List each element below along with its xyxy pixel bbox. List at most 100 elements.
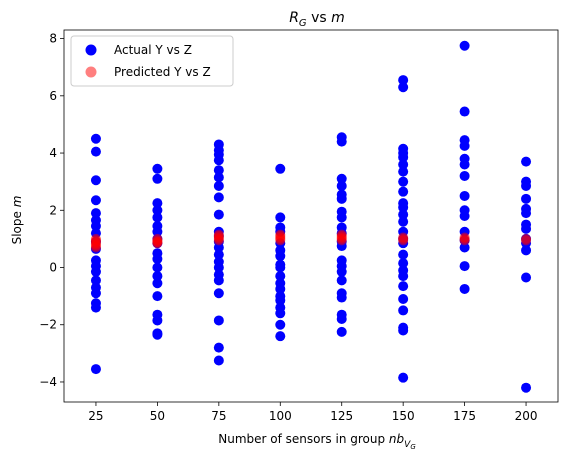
actual-point [152,212,163,223]
actual-point [90,208,101,219]
actual-point [459,159,470,170]
x-tick-label: 75 [211,409,226,423]
actual-point [521,180,532,191]
actual-point [336,326,347,337]
y-tick-label: 0 [49,261,57,275]
actual-point [152,262,163,273]
actual-point [398,281,409,292]
actual-point [336,193,347,204]
actual-point [521,208,532,219]
actual-point [398,186,409,197]
actual-point [90,221,101,232]
legend-label-actual: Actual Y vs Z [114,43,192,57]
actual-point [398,176,409,187]
actual-point [336,314,347,325]
legend-label-predicted: Predicted Y vs Z [114,65,211,79]
predicted-point [398,235,409,246]
actual-point [459,106,470,117]
actual-point [275,283,286,294]
actual-point [521,245,532,256]
legend-marker-actual [85,44,97,56]
actual-point [213,209,224,220]
actual-point [398,152,409,163]
actual-point [521,382,532,393]
actual-point [152,315,163,326]
actual-point [459,40,470,51]
actual-point [275,271,286,282]
actual-point [459,170,470,181]
actual-point [213,355,224,366]
y-tick-label: −2 [39,318,57,332]
actual-point [398,258,409,269]
actual-point [213,165,224,176]
actual-point [213,249,224,260]
x-tick-label: 175 [453,409,476,423]
legend: Actual Y vs Z Predicted Y vs Z [70,35,234,87]
actual-point [459,211,470,221]
y-tick-label: −4 [39,375,57,389]
actual-point [398,325,409,336]
x-tick-label: 50 [150,409,165,423]
actual-point [275,212,286,223]
actual-point [90,146,101,157]
actual-point [152,205,163,216]
y-tick-label: 4 [49,146,57,160]
actual-point [152,226,163,237]
actual-point [213,342,224,353]
actual-point [213,315,224,326]
actual-point [152,163,163,174]
actual-point [213,288,224,299]
y-tick-label: 8 [49,32,57,46]
actual-point [152,253,163,264]
series-predicted [90,229,532,253]
actual-point [90,195,101,206]
y-tick-label: 6 [49,89,57,103]
actual-point [213,275,224,286]
predicted-point [521,235,532,246]
actual-point [398,82,409,93]
predicted-point [90,242,101,253]
actual-point [90,288,101,299]
actual-point [90,133,101,144]
actual-point [152,271,163,282]
actual-point [398,159,409,170]
actual-point [152,291,163,302]
actual-point [459,140,470,151]
actual-point [521,223,532,234]
actual-point [336,136,347,147]
axis-ticks: 25 50 75 100 125 150 175 200 −4 −2 0 2 4 6 8 [39,32,537,423]
actual-point [336,180,347,191]
actual-point [398,166,409,177]
actual-point [398,209,409,220]
actual-point [275,163,286,174]
actual-point [459,283,470,294]
actual-point [398,372,409,383]
actual-point [336,173,347,184]
actual-point [152,198,163,209]
x-tick-label: 100 [269,409,292,423]
actual-point [398,75,409,86]
actual-point [90,302,101,313]
actual-point [90,266,101,277]
x-tick-label: 25 [88,409,103,423]
predicted-point [152,238,163,249]
legend-marker-predicted [85,66,97,78]
actual-point [152,329,163,340]
actual-point [336,275,347,286]
actual-point [521,272,532,283]
plot-area [64,30,558,402]
actual-point [152,278,163,289]
actual-point [90,275,101,286]
y-tick-label: 2 [49,203,57,217]
data-points [90,40,532,393]
actual-point [398,305,409,316]
actual-point [275,295,286,306]
actual-point [213,180,224,191]
x-tick-label: 150 [392,409,415,423]
actual-point [398,249,409,260]
actual-point [213,172,224,183]
actual-point [459,242,470,253]
actual-point [459,190,470,201]
actual-point [275,331,286,342]
